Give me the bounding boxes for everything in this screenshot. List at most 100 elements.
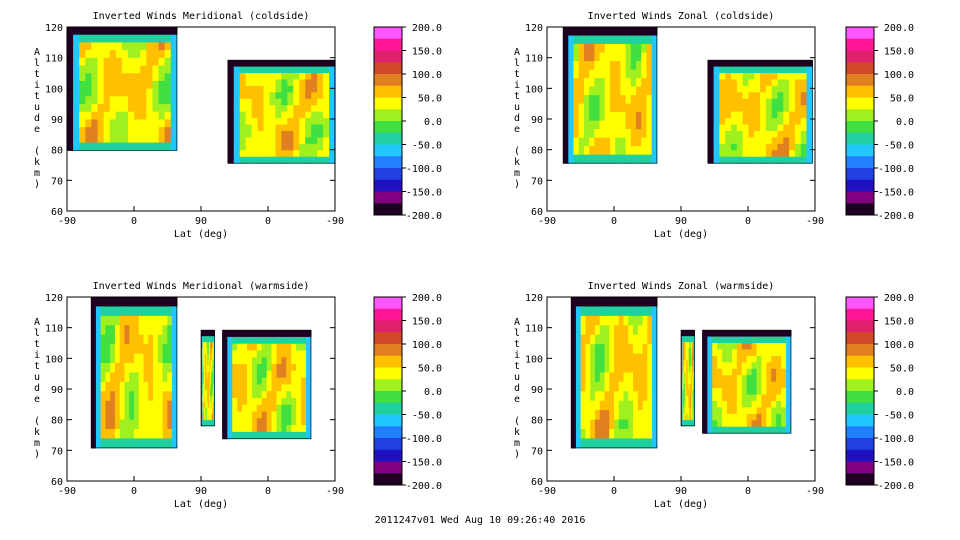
data-cell xyxy=(271,377,278,386)
data-cell xyxy=(202,389,204,397)
data-cell xyxy=(275,85,282,93)
data-cell xyxy=(563,154,569,164)
data-cell xyxy=(242,404,248,413)
data-cell xyxy=(573,52,580,62)
data-cell xyxy=(124,344,130,355)
data-cell xyxy=(209,389,211,397)
data-cell xyxy=(329,150,336,158)
data-cell xyxy=(261,377,268,386)
data-cell xyxy=(623,353,629,364)
data-cell xyxy=(167,381,173,392)
data-cell xyxy=(212,360,215,367)
data-cell xyxy=(585,306,591,317)
data-cell xyxy=(257,60,265,68)
data-cell xyxy=(237,330,243,338)
data-cell xyxy=(583,137,590,147)
data-cell xyxy=(628,381,634,392)
data-cell xyxy=(589,103,595,113)
data-cell xyxy=(164,127,172,136)
data-cell xyxy=(276,350,282,358)
data-cell xyxy=(719,124,726,132)
data-cell xyxy=(800,92,808,100)
data-cell xyxy=(202,401,204,409)
data-cell xyxy=(594,69,601,79)
data-cell xyxy=(301,418,307,426)
colorbar-swatch xyxy=(374,461,402,474)
data-cell xyxy=(276,397,282,406)
data-cell xyxy=(148,353,154,364)
data-cell xyxy=(580,297,587,308)
data-cell xyxy=(689,371,692,379)
colorbar-swatch xyxy=(846,449,874,462)
data-cell xyxy=(681,377,683,385)
data-cell xyxy=(121,57,129,67)
data-cell xyxy=(91,438,97,449)
data-cell xyxy=(209,413,212,421)
data-cell xyxy=(633,391,639,402)
data-cell xyxy=(110,400,116,411)
data-cell xyxy=(781,394,787,402)
data-cell xyxy=(652,429,658,440)
data-cell xyxy=(167,372,173,383)
data-cell xyxy=(647,391,653,402)
data-cell xyxy=(201,401,204,409)
data-cell xyxy=(620,154,627,164)
data-cell xyxy=(736,336,743,344)
data-cell xyxy=(690,336,693,343)
data-cell xyxy=(128,80,135,90)
data-cell xyxy=(642,325,648,336)
data-cell xyxy=(232,384,238,392)
colorbar-swatch xyxy=(846,50,874,63)
data-cell xyxy=(688,377,690,385)
data-cell xyxy=(713,143,721,151)
data-cell xyxy=(301,330,307,338)
data-cell xyxy=(291,418,297,426)
data-cell xyxy=(209,407,212,415)
data-cell xyxy=(688,413,690,421)
data-cell xyxy=(620,27,627,37)
data-cell xyxy=(97,42,105,51)
data-cell xyxy=(293,98,300,106)
data-cell xyxy=(690,348,693,355)
data-cell xyxy=(785,400,792,408)
data-cell xyxy=(765,66,773,74)
data-cell xyxy=(128,42,135,51)
data-cell xyxy=(604,410,610,421)
data-cell xyxy=(687,401,690,409)
data-cell xyxy=(683,383,685,391)
data-cell xyxy=(287,66,294,74)
data-cell xyxy=(271,384,278,392)
data-cell xyxy=(641,95,648,105)
data-cell xyxy=(257,66,265,74)
data-cell xyxy=(110,381,116,392)
data-cell xyxy=(736,349,743,357)
data-cell xyxy=(620,95,627,105)
data-cell xyxy=(599,334,606,345)
data-cell xyxy=(683,383,686,391)
data-cell xyxy=(686,336,689,343)
data-cell xyxy=(717,400,723,408)
data-cell xyxy=(689,383,691,391)
data-cell xyxy=(134,142,141,151)
y-tick-label: 80 xyxy=(51,146,63,157)
data-cell xyxy=(85,27,93,36)
data-cell xyxy=(707,111,715,119)
data-cell xyxy=(599,410,606,421)
data-cell xyxy=(760,85,767,93)
data-cell xyxy=(615,103,621,113)
data-cell xyxy=(227,404,233,413)
data-cell xyxy=(781,388,787,396)
data-cell xyxy=(713,130,721,138)
data-cell xyxy=(618,372,625,383)
data-cell xyxy=(571,353,577,364)
data-cell xyxy=(170,96,178,105)
data-cell xyxy=(686,413,689,421)
data-cell xyxy=(153,438,159,449)
data-cell xyxy=(636,112,642,122)
data-cell xyxy=(615,27,621,37)
data-cell xyxy=(227,391,233,399)
data-cell xyxy=(687,336,690,343)
data-cell xyxy=(685,348,687,355)
data-cell xyxy=(783,143,790,151)
data-cell xyxy=(211,401,213,409)
